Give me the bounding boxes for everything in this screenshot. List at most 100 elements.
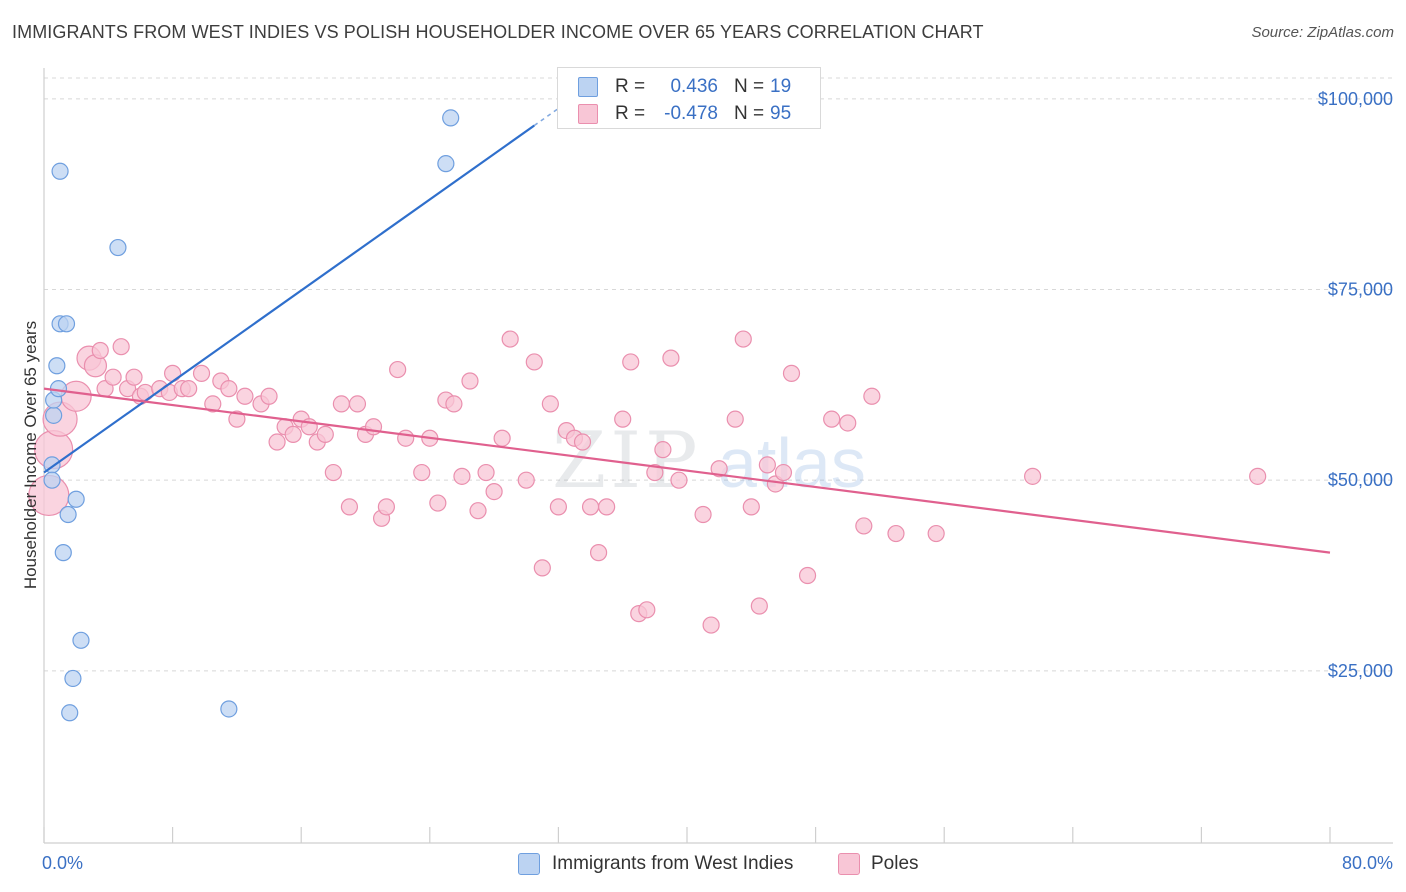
- poles-point: [389, 360, 407, 379]
- poles-point: [622, 353, 640, 371]
- poles-point: [125, 368, 143, 386]
- legend-r-value: 0.436: [670, 76, 718, 97]
- west-indies-points: [43, 109, 460, 722]
- poles-point: [517, 471, 535, 489]
- poles-point: [453, 467, 471, 485]
- legend-label-poles: Poles: [871, 853, 919, 874]
- poles-point: [541, 395, 559, 413]
- poles-point: [104, 368, 122, 386]
- poles-point: [823, 410, 841, 428]
- stats-legend: R = 0.436 N = 19 R = -0.478 N = 95: [557, 67, 821, 129]
- poles-point: [260, 387, 278, 405]
- poles-point: [662, 349, 680, 367]
- poles-point: [774, 463, 793, 482]
- source-label: Source: ZipAtlas.com: [1251, 24, 1394, 41]
- poles-point: [332, 395, 350, 413]
- poles-point: [598, 498, 616, 516]
- west-indies-point: [49, 380, 68, 398]
- poles-point: [413, 463, 431, 482]
- west-indies-point: [61, 704, 79, 722]
- legend-n-value: 19: [770, 76, 792, 97]
- legend-swatch-west-indies: [518, 853, 540, 875]
- watermark-atlas: atlas: [718, 424, 866, 502]
- poles-point: [670, 471, 688, 489]
- west-indies-point: [48, 357, 66, 375]
- x-tick-label-min: 0.0%: [42, 853, 83, 873]
- poles-point: [236, 387, 254, 405]
- legend-label-west-indies: Immigrants from West Indies: [552, 853, 794, 874]
- legend-n-value: 95: [770, 103, 792, 124]
- west-indies-point: [67, 490, 85, 508]
- poles-point: [493, 429, 511, 447]
- trend-line-west-indies: [43, 124, 535, 474]
- poles-point: [742, 498, 760, 516]
- west-indies-point: [51, 162, 69, 180]
- west-indies-point: [54, 544, 72, 562]
- poles-point: [758, 456, 776, 474]
- poles-point: [726, 410, 744, 428]
- poles-point: [469, 502, 487, 520]
- y-tick-label: $25,000: [1328, 661, 1393, 681]
- legend-n-label: N =: [734, 103, 765, 124]
- poles-point: [268, 433, 286, 451]
- legend-row-poles: R = -0.478 N = 95: [558, 100, 820, 128]
- legend-row-west-indies: R = 0.436 N = 19: [558, 73, 820, 101]
- poles-point: [782, 364, 801, 382]
- y-tick-label: $50,000: [1328, 470, 1393, 490]
- poles-point: [638, 601, 656, 619]
- legend-r-value: -0.478: [664, 103, 718, 124]
- poles-point: [525, 353, 543, 371]
- poles-point: [204, 395, 222, 413]
- poles-point: [164, 364, 182, 382]
- x-tick-label-max: 80.0%: [1342, 853, 1393, 873]
- poles-point: [798, 566, 817, 585]
- poles-point: [501, 330, 519, 348]
- y-axis-title: Householder Income Over 65 years: [21, 321, 40, 589]
- poles-point: [646, 463, 664, 482]
- west-indies-point: [437, 155, 455, 173]
- poles-point: [1249, 467, 1267, 485]
- poles-point: [220, 380, 238, 398]
- poles-point: [228, 410, 246, 428]
- poles-point: [340, 498, 359, 516]
- poles-point: [581, 498, 600, 516]
- poles-point: [1024, 467, 1042, 485]
- poles-point: [710, 460, 728, 478]
- poles-point: [91, 341, 109, 360]
- poles-point: [112, 338, 130, 356]
- poles-point: [429, 494, 447, 512]
- gridlines: [44, 77, 1393, 672]
- poles-point: [377, 498, 395, 516]
- legend-swatch-poles: [838, 853, 860, 875]
- legend-swatch-blue: [578, 77, 598, 97]
- poles-point: [614, 410, 632, 428]
- poles-point: [702, 616, 720, 634]
- poles-point: [839, 414, 857, 432]
- legend-n-label: N =: [734, 76, 765, 97]
- west-indies-point: [59, 505, 77, 524]
- y-tick-label: $100,000: [1318, 89, 1393, 109]
- west-indies-point: [45, 406, 63, 424]
- poles-point: [485, 483, 503, 501]
- west-indies-point: [57, 315, 76, 333]
- poles-point: [855, 517, 873, 535]
- poles-point: [348, 395, 367, 413]
- poles-point: [734, 330, 752, 348]
- poles-point: [549, 498, 568, 516]
- west-indies-point: [109, 238, 127, 257]
- poles-point: [654, 441, 672, 459]
- west-indies-point: [64, 669, 82, 688]
- poles-point: [445, 395, 463, 413]
- west-indies-point: [43, 471, 61, 489]
- poles-point: [180, 380, 198, 398]
- chart-title: IMMIGRANTS FROM WEST INDIES VS POLISH HO…: [12, 22, 984, 42]
- poles-point: [694, 505, 712, 524]
- y-tick-labels: $25,000 $50,000 $75,000 $100,000: [1318, 89, 1393, 681]
- west-indies-point: [442, 109, 460, 127]
- legend-swatch-pink: [578, 104, 598, 124]
- poles-point: [316, 425, 334, 444]
- poles-point: [750, 597, 768, 615]
- watermark: ZIP atlas: [552, 416, 866, 506]
- poles-point: [533, 559, 551, 577]
